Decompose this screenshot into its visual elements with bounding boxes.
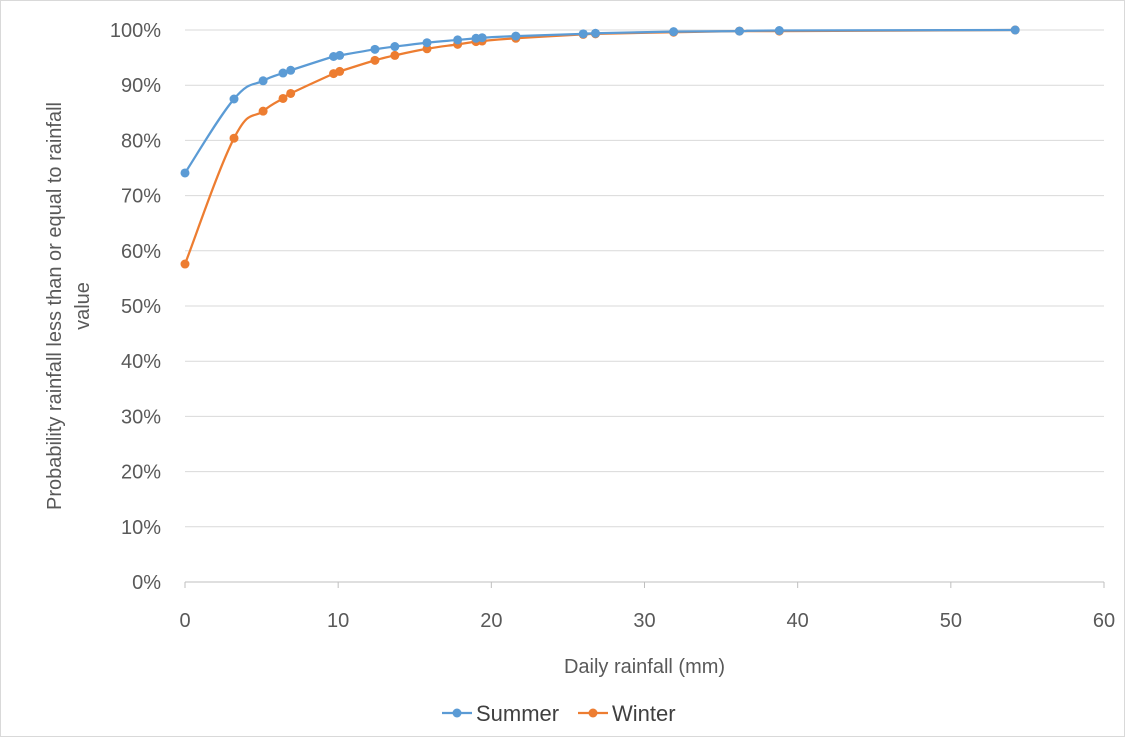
x-tick-label: 40: [787, 610, 809, 632]
data-point-summer: [278, 68, 288, 78]
series-summer: [180, 25, 1020, 178]
y-axis-title-line: value: [72, 282, 94, 330]
data-point-summer: [774, 26, 784, 36]
data-point-summer: [286, 65, 296, 75]
data-point-winter: [180, 259, 190, 269]
series-winter: [180, 25, 1020, 269]
x-tick-label: 10: [327, 610, 349, 632]
data-point-summer: [578, 29, 588, 39]
data-point-summer: [335, 50, 345, 60]
y-tick-label: 90%: [121, 75, 161, 97]
legend-label-summer: Summer: [476, 701, 559, 726]
y-tick-label: 30%: [121, 406, 161, 428]
y-axis-title: Probability rainfall less than or equal …: [44, 102, 94, 510]
gridlines: [185, 29, 1104, 528]
data-point-summer: [180, 168, 190, 178]
x-tick-label: 30: [633, 610, 655, 632]
legend-marker-winter: [588, 708, 598, 718]
data-point-summer: [258, 76, 268, 86]
y-tick-label: 10%: [121, 517, 161, 539]
data-point-summer: [1010, 25, 1020, 35]
data-point-summer: [734, 26, 744, 36]
series-lines: [180, 25, 1020, 269]
tick-labels: 0% 10% 20% 30% 40% 50% 60% 70% 80% 90% 100% 0 10 20 30…: [110, 20, 1115, 632]
y-axis-title-line: Probability rainfall less than or equal …: [44, 102, 66, 510]
data-point-winter: [335, 66, 345, 76]
x-tick-label: 50: [940, 610, 962, 632]
legend: Summer Winter: [442, 701, 676, 726]
legend-item-summer: Summer: [442, 701, 559, 726]
data-point-winter: [390, 50, 400, 60]
data-point-summer: [669, 27, 679, 37]
x-tick-label: 20: [480, 610, 502, 632]
data-point-winter: [229, 133, 239, 143]
data-point-summer: [422, 38, 432, 48]
data-point-winter: [286, 88, 296, 98]
legend-marker-summer: [452, 708, 462, 718]
y-tick-label: 60%: [121, 241, 161, 263]
data-point-summer: [370, 44, 380, 54]
data-point-summer: [453, 35, 463, 45]
data-point-summer: [511, 31, 521, 41]
legend-label-winter: Winter: [612, 701, 676, 726]
y-tick-label: 20%: [121, 462, 161, 484]
y-tick-label: 40%: [121, 351, 161, 373]
axes: [184, 581, 1105, 588]
data-point-winter: [370, 55, 380, 65]
y-tick-label: 100%: [110, 20, 161, 42]
y-tick-label: 0%: [132, 572, 161, 594]
x-tick-label: 0: [179, 610, 190, 632]
y-tick-label: 80%: [121, 130, 161, 152]
data-point-summer: [229, 94, 239, 104]
data-point-summer: [590, 28, 600, 38]
data-point-winter: [278, 93, 288, 103]
y-tick-label: 50%: [121, 296, 161, 318]
data-point-summer: [390, 42, 400, 52]
x-tick-label: 60: [1093, 610, 1115, 632]
y-tick-label: 70%: [121, 186, 161, 208]
data-point-winter: [258, 106, 268, 116]
series-line-summer: [184, 28, 1016, 174]
legend-item-winter: Winter: [578, 701, 676, 726]
x-axis-title: Daily rainfall (mm): [564, 656, 725, 678]
data-point-summer: [477, 33, 487, 43]
